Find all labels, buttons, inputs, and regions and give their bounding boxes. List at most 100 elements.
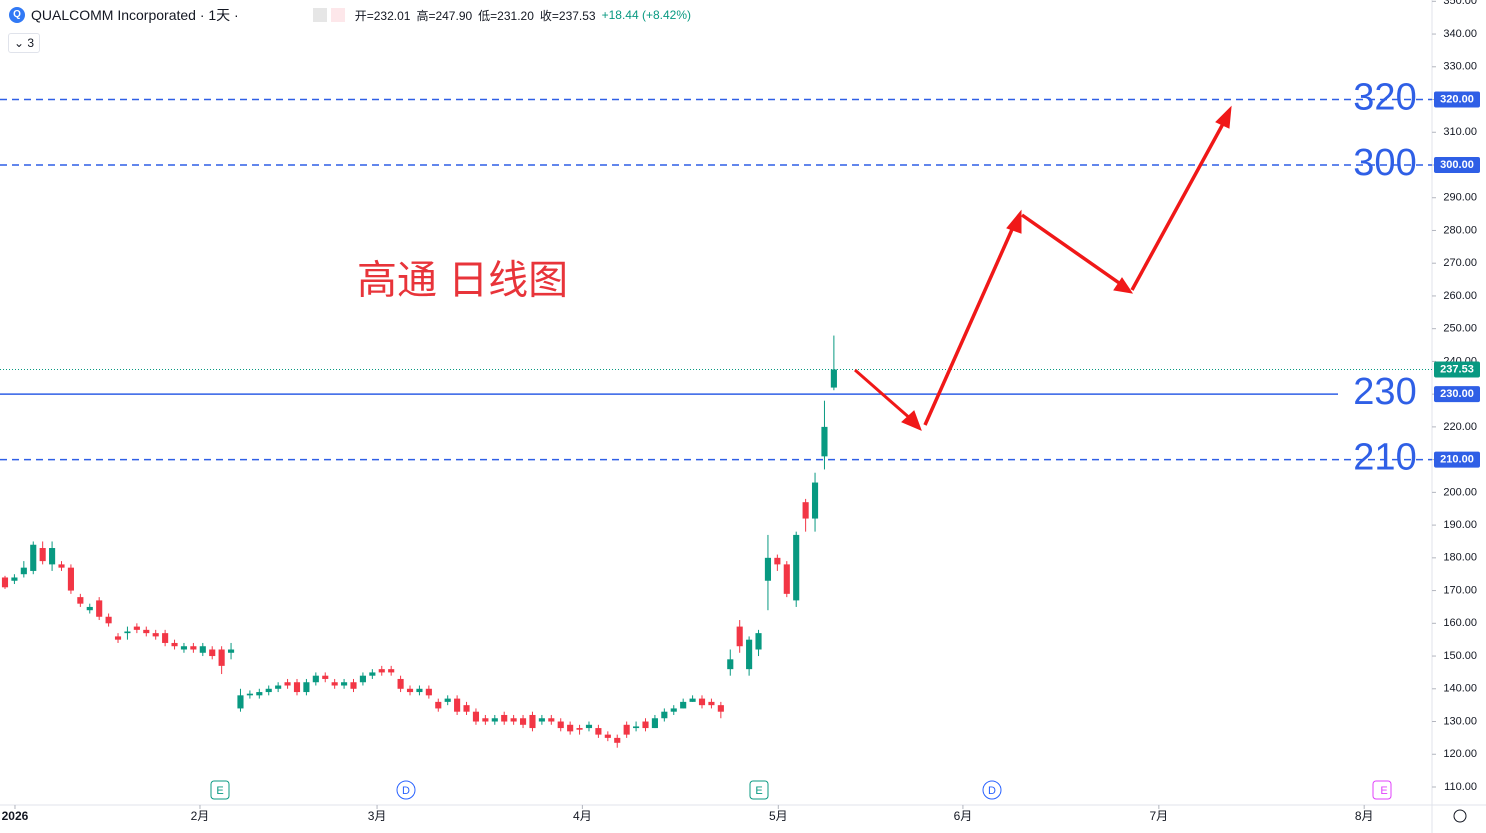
candle-body bbox=[736, 626, 743, 647]
candle-body bbox=[30, 544, 37, 571]
event-label: E bbox=[755, 785, 762, 797]
event-marker[interactable] bbox=[982, 780, 1002, 800]
candle-body bbox=[86, 606, 93, 611]
candle-body bbox=[218, 649, 225, 666]
x-tick-label: 3月 bbox=[368, 809, 387, 823]
symbol-name[interactable]: QUALCOMM Incorporated · 1天 · bbox=[31, 7, 239, 23]
level-tag-label: 210.00 bbox=[1440, 454, 1474, 466]
candle-body bbox=[246, 693, 253, 696]
candle-body bbox=[576, 728, 583, 730]
candle-body bbox=[378, 669, 385, 673]
candle-body bbox=[435, 701, 442, 709]
candle-body bbox=[49, 548, 56, 565]
candle-body bbox=[680, 701, 687, 709]
candle-body bbox=[454, 698, 461, 712]
ohlc-close: 收=237.53 bbox=[539, 8, 596, 23]
candle-body bbox=[802, 502, 809, 519]
candle-body bbox=[341, 682, 348, 686]
candle-body bbox=[472, 711, 480, 722]
event-marker[interactable] bbox=[749, 780, 769, 800]
level-tag bbox=[1434, 451, 1480, 468]
indicator-count: 3 bbox=[27, 36, 35, 50]
event-label: D bbox=[988, 785, 996, 797]
y-tick-label: 280.00 bbox=[1443, 224, 1477, 236]
candle-body bbox=[152, 633, 159, 637]
candle-body bbox=[388, 669, 395, 673]
candle-body bbox=[727, 659, 734, 670]
candle-body bbox=[670, 708, 677, 712]
candle-body bbox=[416, 688, 423, 693]
candle-body bbox=[322, 675, 329, 679]
level-tag bbox=[1434, 386, 1480, 403]
y-tick-label: 340.00 bbox=[1443, 28, 1477, 40]
level-tag-label: 230.00 bbox=[1440, 388, 1474, 400]
event-markers: E D E D E bbox=[210, 780, 1392, 800]
candle-body bbox=[114, 636, 122, 640]
event-marker[interactable] bbox=[1372, 780, 1392, 800]
event-label: D bbox=[402, 785, 410, 797]
y-tick-label: 130.00 bbox=[1443, 715, 1477, 727]
candle-body bbox=[717, 705, 724, 712]
y-tick-label: 260.00 bbox=[1443, 290, 1477, 302]
candle-body bbox=[491, 718, 498, 722]
event-marker[interactable] bbox=[210, 780, 230, 800]
candle-body bbox=[199, 646, 206, 653]
y-tick-label: 290.00 bbox=[1443, 192, 1477, 204]
candle-body bbox=[293, 682, 301, 693]
candle-body bbox=[77, 597, 84, 604]
arrow-head bbox=[1006, 209, 1022, 234]
event-label: E bbox=[1380, 785, 1387, 797]
candle-body bbox=[180, 646, 188, 650]
candle-body bbox=[256, 692, 263, 696]
y-tick-label: 120.00 bbox=[1443, 748, 1477, 760]
candle-body bbox=[830, 369, 837, 388]
candle-body bbox=[463, 705, 470, 712]
candle-body bbox=[406, 688, 414, 693]
candle-body bbox=[359, 675, 366, 683]
candle-body bbox=[444, 698, 451, 702]
arrow bbox=[923, 224, 1016, 426]
candle-body bbox=[227, 649, 235, 653]
candle-body bbox=[557, 721, 564, 729]
event-marker[interactable] bbox=[396, 780, 416, 800]
candle-body bbox=[623, 724, 630, 735]
candle-body bbox=[350, 682, 357, 689]
level-label: 320 bbox=[1353, 77, 1416, 119]
candle-body bbox=[369, 672, 376, 676]
icon[interactable] bbox=[312, 8, 327, 22]
y-tick-label: 200.00 bbox=[1443, 486, 1477, 498]
y-tick-label: 220.00 bbox=[1443, 421, 1477, 433]
ohlc-low: 低=231.20 bbox=[478, 8, 534, 23]
candle-body bbox=[698, 698, 706, 706]
candle-body bbox=[651, 718, 658, 729]
candle-body bbox=[171, 642, 178, 647]
y-tick-label: 330.00 bbox=[1443, 61, 1477, 73]
candle-body bbox=[265, 688, 272, 693]
candle-body bbox=[811, 482, 819, 519]
candle-body bbox=[538, 718, 545, 722]
candle-body bbox=[190, 646, 197, 650]
arrow-head bbox=[1215, 105, 1232, 129]
candle-body bbox=[689, 698, 696, 702]
event-label: E bbox=[216, 785, 223, 797]
x-tick-label: 7月 bbox=[1149, 809, 1168, 823]
settings-icon[interactable] bbox=[1453, 809, 1467, 823]
candle-body bbox=[755, 633, 762, 650]
x-tick-label: 2026 bbox=[2, 809, 29, 823]
header: Q QUALCOMM Incorporated · 1天 · 开=232.01 … bbox=[0, 0, 697, 30]
candle-body bbox=[764, 557, 772, 581]
arrow bbox=[854, 368, 913, 422]
icon[interactable] bbox=[330, 8, 345, 22]
candle-body bbox=[39, 548, 46, 562]
x-tick-label: 2月 bbox=[191, 809, 210, 823]
indicator-toggle[interactable]: ⌄ 3 bbox=[8, 33, 41, 53]
y-tick-label: 170.00 bbox=[1443, 584, 1477, 596]
candle-body bbox=[162, 633, 169, 643]
candle-body bbox=[331, 682, 338, 686]
candle-body bbox=[595, 728, 602, 735]
arrow bbox=[1020, 213, 1124, 287]
ohlc-high: 高=247.90 bbox=[416, 8, 473, 23]
level-tag-label: 320.00 bbox=[1440, 93, 1474, 105]
y-tick-label: 180.00 bbox=[1443, 552, 1477, 564]
